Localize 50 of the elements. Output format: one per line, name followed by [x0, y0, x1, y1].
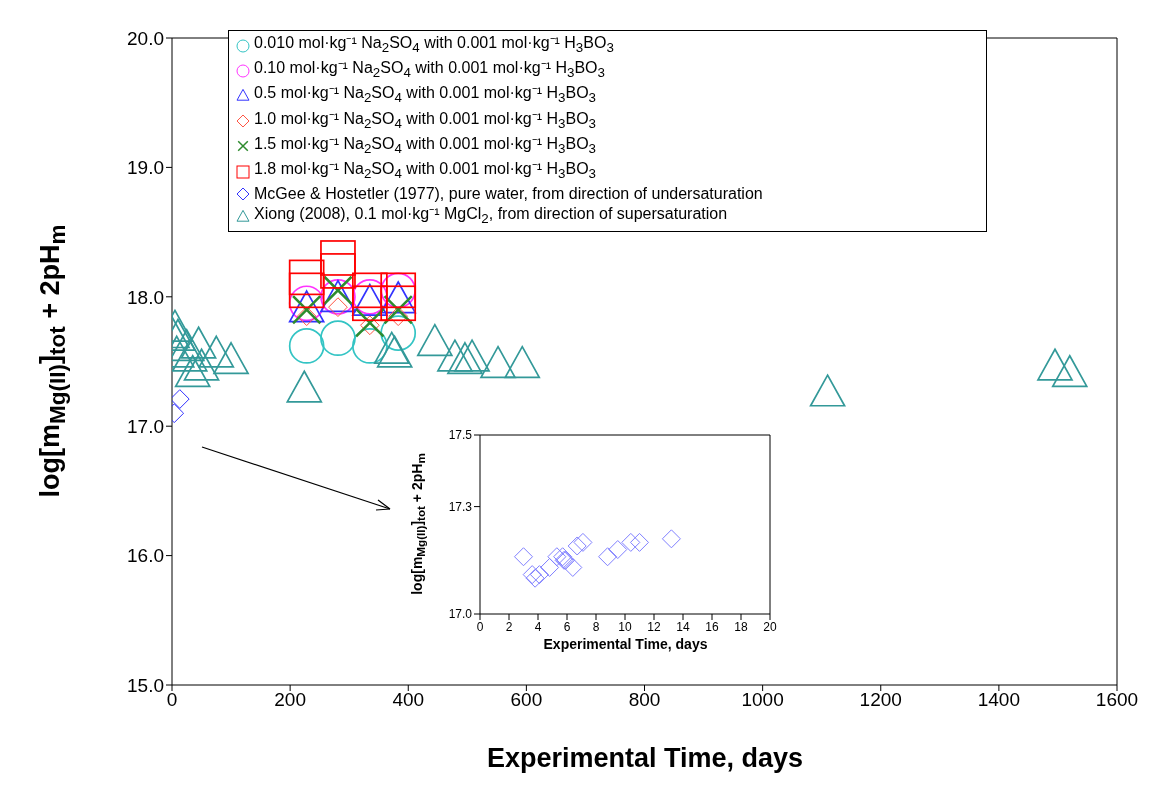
x-tick-label: 1200 [859, 689, 902, 711]
x-tick-label: 6 [563, 619, 571, 634]
x-tick-label: 1600 [1095, 689, 1139, 711]
x-tick-label: 4 [534, 619, 542, 634]
y-tick-label: 20.0 [127, 27, 164, 49]
point [598, 547, 618, 567]
x-tick-label: 1000 [741, 689, 784, 711]
x-tick-label: 8 [592, 619, 600, 634]
x-tick-label: 0 [476, 619, 484, 634]
legend-label: 0.10 mol·kg⁻¹ Na$_{2}$SO$_{4}$ with 0.001 mol·kg⁻¹ H$_{3}$BO$_{3}$ [254, 58, 605, 83]
legend-label: McGee & Hostetler (1977), pure water, from direction of undersaturation [254, 184, 763, 205]
x-axis-title: Experimental Time, days [486, 743, 804, 774]
point [567, 536, 587, 556]
y-tick-label: 17.5 [448, 428, 473, 443]
legend-label: 1.8 mol·kg⁻¹ Na$_{2}$SO$_{4}$ with 0.001 mol·kg⁻¹ H$_{3}$BO$_{3}$ [254, 158, 597, 184]
point [547, 547, 567, 567]
point [514, 547, 533, 567]
y-tick-label: 17.0 [448, 607, 473, 622]
x-tick-label: 2 [505, 619, 513, 634]
point [621, 532, 641, 552]
legend-label: 1.0 mol·kg⁻¹ Na$_{2}$SO$_{4}$ with 0.001 mol·kg⁻¹ H$_{3}$BO$_{3}$ [254, 108, 597, 133]
y-tick-label: 18.0 [127, 286, 164, 308]
y-tick-label: 16.0 [127, 545, 164, 567]
point [540, 557, 560, 577]
x-tick-label: 10 [618, 619, 632, 634]
legend-label: 0.5 mol·kg⁻¹ Na$_{2}$SO$_{4}$ with 0.001 mol·kg⁻¹ H$_{3}$BO$_{3}$ [254, 83, 597, 108]
point [661, 529, 681, 549]
x-tick-label: 1400 [977, 689, 1021, 711]
legend-label: 0.010 mol·kg⁻¹ Na$_{2}$SO$_{4}$ with 0.001 mol·kg⁻¹ H$_{3}$BO$_{3}$ [254, 33, 614, 58]
legend-label: Xiong (2008), 0.1 mol·kg⁻¹ MgCl$_{2}$, from direction of supersaturation [254, 204, 728, 229]
x-tick-label: 200 [274, 689, 306, 711]
x-tick-label: 600 [510, 689, 543, 711]
y-tick-label: 17.0 [127, 415, 164, 437]
y-tick-label: 15.0 [127, 674, 164, 696]
point [563, 557, 583, 577]
x-tick-label: 20 [763, 619, 777, 634]
x-tick-label: 0 [166, 689, 178, 711]
point [630, 532, 649, 552]
y-tick-label: 17.3 [448, 499, 473, 514]
y-tick-label: 19.0 [127, 157, 164, 179]
x-tick-label: 400 [392, 689, 425, 711]
x-tick-label: 16 [705, 619, 719, 634]
x-tick-label: 12 [647, 619, 661, 634]
point [573, 532, 593, 552]
x-tick-label: 18 [734, 619, 748, 634]
x-axis-title: Experimental Time, days [543, 636, 708, 652]
legend-label: 1.5 mol·kg⁻¹ Na$_{2}$SO$_{4}$ with 0.001 mol·kg⁻¹ H$_{3}$BO$_{3}$ [254, 133, 597, 158]
x-tick-label: 14 [676, 619, 690, 634]
x-tick-label: 800 [628, 689, 661, 711]
point [608, 540, 628, 560]
